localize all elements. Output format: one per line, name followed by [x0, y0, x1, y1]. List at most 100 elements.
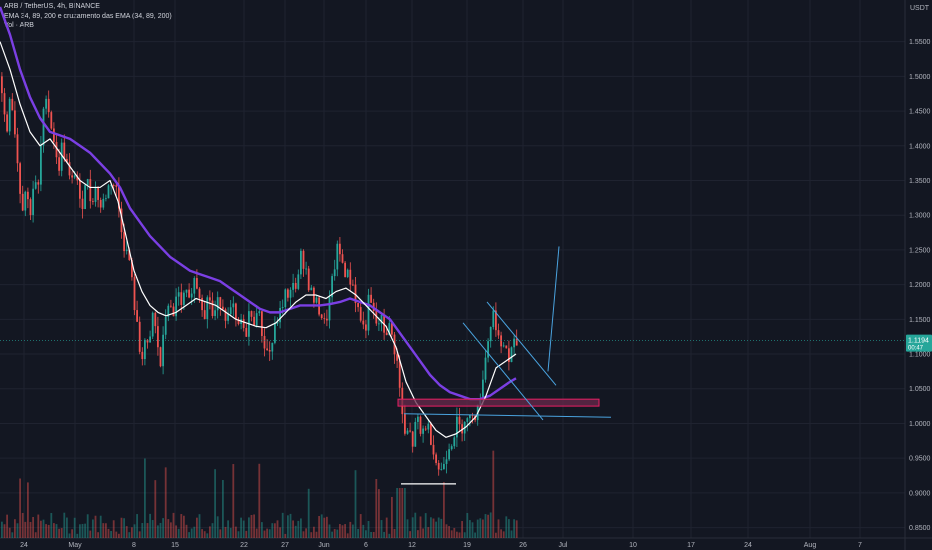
candle-body	[32, 188, 34, 216]
volume-bar	[242, 520, 245, 538]
volume-bar	[99, 515, 102, 538]
volume-bar	[359, 514, 362, 538]
candle-body	[328, 297, 331, 321]
legend-volume[interactable]: Vol · ARB	[4, 22, 34, 29]
candle	[1, 72, 3, 102]
volume-bar	[211, 523, 214, 538]
volume-bar	[263, 530, 266, 538]
candle	[125, 240, 128, 255]
volume-bar	[479, 518, 482, 538]
candle	[170, 299, 172, 308]
candle	[245, 323, 248, 337]
candle	[172, 303, 175, 317]
candle-body	[333, 269, 336, 277]
candle	[443, 457, 445, 470]
candle-body	[300, 250, 302, 275]
volume-bar	[333, 529, 336, 538]
candle-body	[24, 191, 27, 211]
volume-bar	[284, 533, 287, 538]
volume-bar	[107, 528, 110, 538]
ema-fast-line	[0, 41, 517, 438]
candle-body	[354, 284, 357, 304]
candle-body	[162, 334, 164, 367]
candle-body	[435, 454, 437, 463]
volume-bar	[248, 517, 250, 538]
volume-bar	[383, 531, 385, 538]
volume-bar	[401, 488, 404, 538]
time-tick-label: Jun	[318, 542, 329, 549]
candle	[427, 419, 430, 434]
candle	[8, 97, 11, 136]
candle-body	[424, 428, 427, 430]
candle-body	[40, 145, 42, 185]
candle	[437, 460, 440, 476]
volume-bar	[471, 522, 474, 538]
candle	[424, 425, 427, 432]
candle-body	[94, 186, 97, 202]
candle-body	[66, 158, 68, 163]
candle-body	[193, 278, 196, 294]
candle-body	[201, 297, 203, 311]
volume-bar	[190, 528, 193, 538]
candle-body	[461, 424, 463, 434]
candle-body	[1, 76, 3, 94]
volume-bar	[391, 496, 393, 538]
price-tick-label: 0.8500	[909, 525, 931, 532]
candle	[292, 273, 294, 298]
candle-body	[58, 157, 60, 171]
candle	[76, 171, 79, 185]
candle	[266, 339, 268, 352]
volume-bar	[305, 528, 307, 538]
candle-body	[107, 185, 110, 199]
candle-body	[198, 288, 201, 298]
volume-bar	[112, 520, 115, 538]
candle-body	[73, 175, 76, 178]
candle-body	[292, 282, 294, 290]
price-tick-label: 1.0500	[909, 386, 931, 393]
volume-bar	[326, 516, 328, 538]
candle	[14, 101, 16, 138]
candle-body	[27, 191, 29, 200]
volume-bar	[398, 488, 401, 538]
candle	[461, 419, 463, 442]
candle-body	[128, 249, 131, 260]
chart-legend: ARB / TetherUS, 4h, BINANCE EMA 34, 89, …	[4, 2, 172, 31]
volume-bar	[354, 470, 357, 538]
candle-body	[258, 311, 261, 314]
volume-bar	[27, 482, 29, 538]
volume-bar	[424, 513, 427, 538]
candle-body	[159, 347, 162, 367]
volume-bar	[440, 518, 443, 538]
candle	[45, 95, 47, 115]
volume-bar	[463, 532, 466, 538]
volume-bar	[58, 528, 60, 538]
candle	[500, 331, 502, 354]
candle-body	[414, 421, 417, 447]
candle-body	[367, 294, 370, 331]
volume-bar	[445, 524, 448, 538]
candle-body	[86, 179, 89, 186]
candle	[422, 425, 424, 443]
candle-body	[419, 416, 422, 434]
candle-body	[29, 199, 32, 216]
candle	[268, 341, 271, 362]
candle	[55, 134, 58, 164]
volume-bar	[16, 523, 19, 538]
candle	[3, 88, 6, 122]
candle	[357, 302, 359, 312]
candle-body	[456, 416, 458, 438]
legend-symbol[interactable]: ARB / TetherUS, 4h, BINANCE	[4, 3, 100, 10]
volume-bar	[196, 517, 198, 538]
candle	[229, 300, 232, 317]
volume-bar	[237, 531, 240, 538]
volume-bar	[515, 520, 518, 538]
candle-body	[242, 319, 245, 328]
trend-line	[403, 413, 612, 418]
legend-indicator[interactable]: EMA 34, 89, 200 e cruzamento das EMA (34…	[4, 12, 172, 20]
candle-body	[450, 446, 453, 450]
volume-bar	[367, 521, 370, 538]
candle-body	[315, 297, 318, 303]
grid	[0, 0, 905, 538]
volume-bar	[513, 519, 515, 538]
